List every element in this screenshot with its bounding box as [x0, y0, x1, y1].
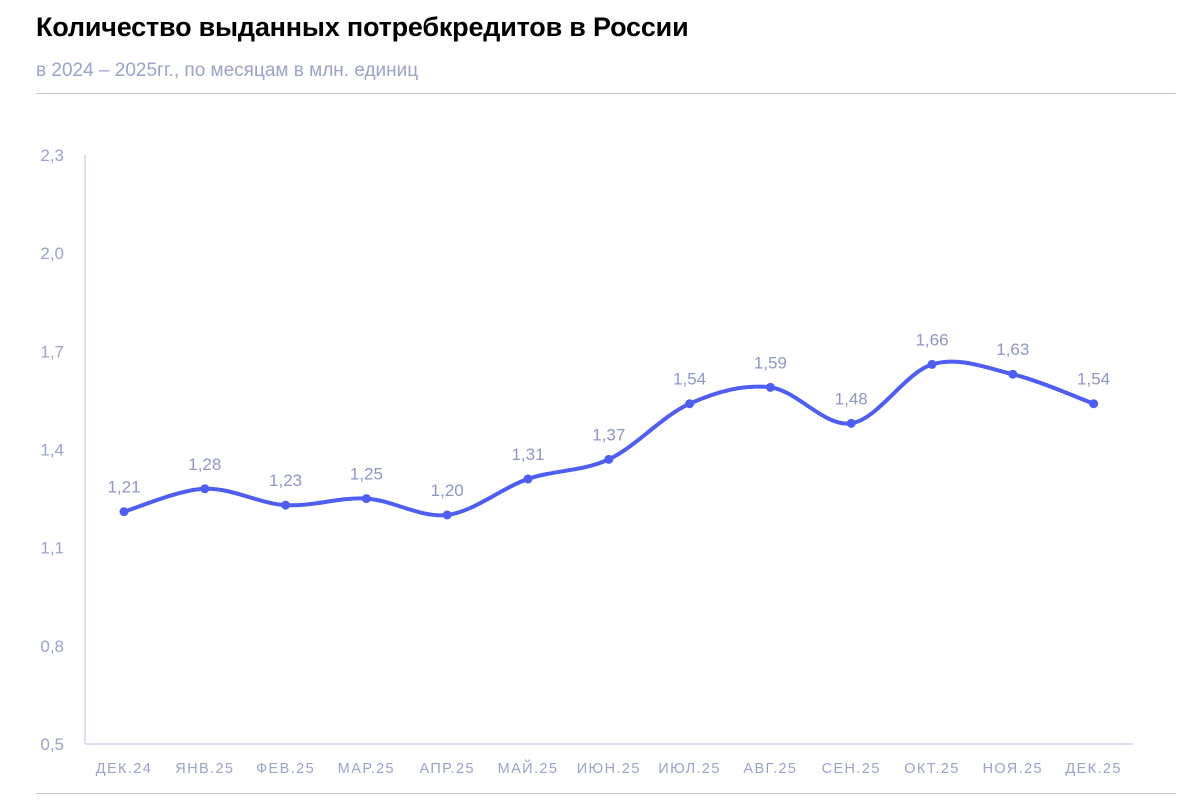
chart-title: Количество выданных потребкредитов в Рос… [36, 12, 689, 42]
data-label: 1,48 [835, 389, 868, 408]
footer-divider [36, 793, 1176, 794]
data-point [1089, 399, 1099, 409]
x-tick-label: ИЮН.25 [577, 761, 641, 777]
data-point [442, 510, 452, 520]
data-point [200, 484, 210, 494]
data-label: 1,23 [269, 471, 302, 490]
y-tick-label: 0,5 [40, 735, 64, 754]
data-point [523, 474, 533, 484]
data-point [281, 500, 291, 510]
data-label: 1,21 [107, 478, 140, 497]
x-tick-label: АПР.25 [419, 761, 474, 777]
data-point [685, 399, 695, 409]
y-axis-ticks: 0,5 0,8 1,1 1,4 1,7 2,0 2,3 [40, 146, 64, 754]
x-tick-label: ФЕВ.25 [256, 761, 315, 777]
y-tick-label: 1,1 [40, 539, 64, 558]
data-point [927, 359, 937, 369]
x-tick-label: ЯНВ.25 [175, 761, 234, 777]
data-point [846, 418, 856, 428]
x-tick-label: ДЕК.25 [1065, 761, 1122, 777]
y-tick-label: 2,0 [40, 244, 64, 263]
y-tick-label: 1,7 [40, 342, 64, 361]
data-label: 1,59 [754, 353, 787, 372]
y-tick-label: 2,3 [40, 146, 64, 165]
data-label: 1,63 [996, 340, 1029, 359]
x-tick-label: НОЯ.25 [983, 761, 1043, 777]
x-tick-label: МАЙ.25 [498, 759, 559, 777]
x-tick-label: ДЕК.24 [96, 761, 153, 777]
data-point [765, 382, 775, 392]
data-label: 1,20 [431, 481, 464, 500]
x-axis-ticks: ДЕК.24 ЯНВ.25 ФЕВ.25 МАР.25 АПР.25 МАЙ.25 ИЮН.… [96, 759, 1122, 777]
data-label: 1,54 [673, 370, 706, 389]
y-tick-label: 0,8 [40, 637, 64, 656]
data-labels-group: 1,21 1,28 1,23 1,25 1,20 1,31 1,37 1,54 1,59 1,48… [107, 330, 1110, 500]
data-point [1008, 369, 1018, 379]
data-label: 1,66 [915, 330, 948, 349]
data-label: 1,28 [188, 455, 221, 474]
data-point [119, 507, 129, 517]
points-group [119, 359, 1099, 520]
x-tick-label: АВГ.25 [743, 761, 797, 777]
data-point [361, 494, 371, 504]
x-tick-label: МАР.25 [338, 761, 395, 777]
y-tick-label: 1,4 [40, 441, 64, 460]
chart-subtitle: в 2024 – 2025гг., по месяцам в млн. един… [36, 60, 419, 81]
chart-axes [84, 155, 1133, 745]
header-divider [36, 93, 1176, 94]
data-point [604, 454, 614, 464]
x-tick-label: СЕН.25 [822, 761, 881, 777]
data-label: 1,25 [350, 465, 383, 484]
data-label: 1,37 [592, 425, 625, 444]
data-label: 1,54 [1077, 370, 1110, 389]
x-tick-label: ИЮЛ.25 [658, 761, 721, 777]
x-tick-label: ОКТ.25 [904, 761, 960, 777]
data-label: 1,31 [511, 445, 544, 464]
